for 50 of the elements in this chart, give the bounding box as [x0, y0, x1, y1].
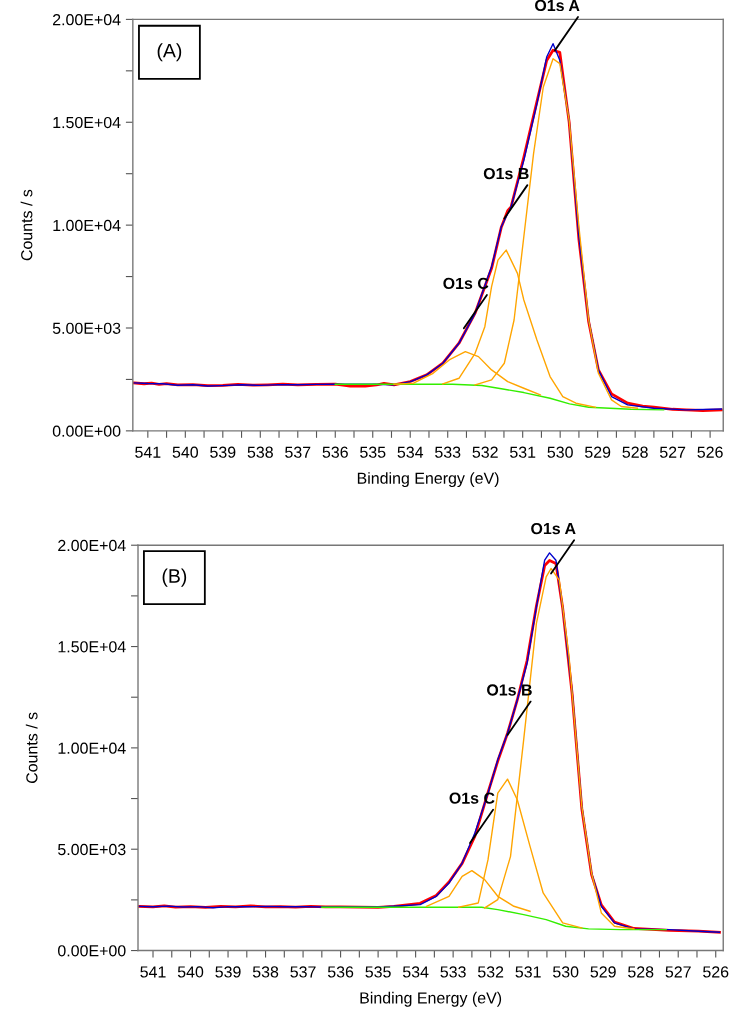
y-axis-title: Counts / s: [25, 712, 38, 784]
x-tick-label: 540: [172, 446, 199, 458]
x-tick-label: 537: [290, 966, 316, 978]
x-tick-label: 541: [140, 966, 166, 978]
x-tick-label: 527: [665, 966, 691, 978]
y-tick-label: 5.00E+03: [52, 322, 121, 334]
x-tick-label: 534: [402, 966, 429, 978]
x-tick-label: 536: [322, 446, 348, 458]
x-tick-label: 526: [697, 446, 723, 458]
x-tick-label: 540: [177, 966, 204, 978]
annotation: O1s A: [535, 0, 580, 12]
y-tick-label: 1.00E+04: [58, 742, 126, 754]
annotation: (B): [162, 568, 187, 587]
x-axis-title: Binding Energy (eV): [360, 991, 502, 1007]
y-axis-title: Counts / s: [20, 189, 33, 261]
x-tick-label: 531: [515, 966, 541, 978]
annotation: (A): [157, 43, 182, 62]
x-axis-title: Binding Energy (eV): [357, 472, 499, 488]
y-tick-label: 0.00E+00: [52, 425, 121, 437]
y-tick-label: 2.00E+04: [53, 14, 121, 26]
x-tick-label: 535: [360, 446, 386, 458]
y-tick-label: 1.50E+04: [58, 641, 126, 653]
x-tick-label: 536: [327, 966, 354, 978]
x-tick-label: 530: [547, 446, 573, 458]
x-tick-label: 537: [285, 446, 311, 458]
x-tick-label: 532: [472, 446, 498, 458]
x-tick-label: 539: [215, 966, 241, 978]
x-tick-label: 541: [135, 446, 161, 458]
x-tick-label: 532: [477, 966, 504, 978]
x-tick-label: 529: [590, 966, 616, 978]
x-tick-label: 534: [397, 446, 424, 458]
x-tick-label: 535: [365, 966, 391, 978]
x-tick-label: 533: [435, 446, 461, 458]
y-tick-label: 1.00E+04: [53, 219, 121, 232]
x-tick-label: 538: [247, 446, 273, 458]
x-tick-label: 526: [703, 966, 729, 978]
x-tick-label: 533: [440, 966, 466, 978]
x-tick-label: 527: [659, 446, 686, 458]
x-tick-label: 538: [252, 966, 279, 978]
x-tick-label: 530: [552, 966, 579, 978]
x-tick-label: 528: [622, 446, 648, 458]
y-tick-label: 1.50E+04: [53, 116, 121, 129]
x-tick-label: 531: [510, 446, 536, 458]
annotation: O1s A: [531, 522, 576, 535]
y-tick-label: 5.00E+03: [58, 843, 126, 856]
x-tick-label: 528: [628, 966, 654, 978]
x-tick-label: 529: [584, 446, 611, 458]
y-tick-label: 2.00E+04: [58, 539, 126, 552]
x-tick-label: 539: [210, 446, 236, 458]
y-tick-label: 0.00E+00: [57, 945, 126, 957]
